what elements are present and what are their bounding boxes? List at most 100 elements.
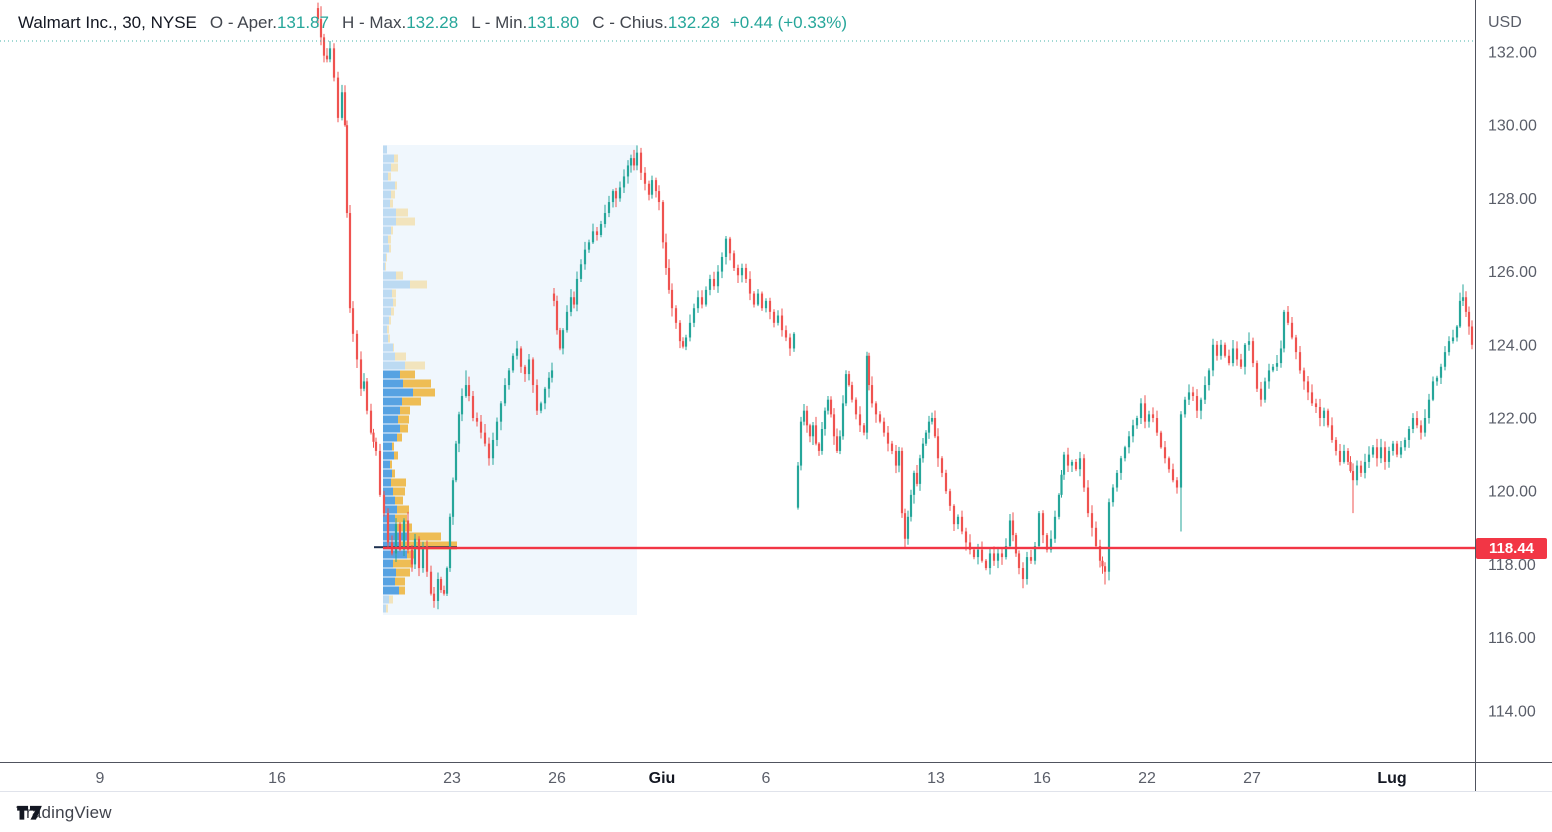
- candle-body: [1267, 370, 1271, 382]
- candle-body: [451, 480, 455, 517]
- profile-buy-row: [383, 289, 392, 298]
- candle-body: [374, 441, 378, 451]
- candle-body: [345, 125, 349, 214]
- candle-body: [369, 410, 373, 433]
- candle-body: [1151, 414, 1155, 418]
- candle-body: [1391, 443, 1395, 451]
- candle-body: [1062, 454, 1066, 475]
- candle-body: [1286, 311, 1290, 323]
- candle-body: [1431, 381, 1435, 400]
- price-tick-label: 124.00: [1488, 337, 1537, 354]
- volume-profile: [374, 145, 457, 613]
- candle-body: [760, 293, 764, 309]
- candle-body: [1379, 447, 1383, 459]
- candle-body: [362, 381, 366, 389]
- candle-body: [724, 238, 728, 257]
- candle-body: [764, 300, 768, 309]
- tradingview-logo[interactable]: TradingView: [16, 803, 112, 823]
- candle-body: [1074, 461, 1078, 470]
- time-tick-label: 16: [268, 770, 286, 787]
- candle-body: [1271, 366, 1275, 371]
- candle-body: [1037, 513, 1041, 547]
- candle-body: [1098, 546, 1102, 561]
- candle-body: [579, 264, 583, 279]
- candle-body: [394, 524, 398, 554]
- alert-price-line[interactable]: [383, 546, 1475, 550]
- candle-body: [1086, 487, 1090, 514]
- candle-body: [976, 549, 980, 558]
- profile-buy-row: [383, 469, 392, 478]
- profile-buy-row: [383, 496, 395, 505]
- profile-buy-row: [383, 604, 386, 613]
- candle-body: [343, 92, 347, 126]
- profile-sell-row: [395, 514, 407, 523]
- candle-body: [1290, 322, 1294, 338]
- symbol-title[interactable]: Walmart Inc., 30, NYSE: [18, 13, 197, 32]
- candle-body: [552, 293, 556, 301]
- profile-buy-row: [383, 334, 388, 343]
- profile-sell-row: [391, 163, 398, 172]
- candle-body: [611, 191, 615, 203]
- candle-body: [1330, 425, 1334, 440]
- profile-buy-row: [383, 379, 403, 388]
- profile-sell-row: [400, 541, 457, 550]
- candle-body: [555, 300, 559, 331]
- profile-sell-row: [392, 469, 395, 478]
- candle-body: [1011, 520, 1015, 536]
- profile-sell-row: [388, 235, 391, 244]
- profile-buy-row: [383, 406, 400, 415]
- profile-buy-row: [383, 208, 396, 217]
- candle-body: [491, 439, 495, 459]
- profile-sell-row: [385, 262, 386, 271]
- profile-buy-row: [383, 325, 387, 334]
- candle-body: [572, 297, 576, 305]
- candle-body: [511, 355, 515, 371]
- candle-body: [964, 531, 968, 543]
- close-value: 132.28: [667, 13, 720, 32]
- candle-body: [515, 348, 519, 356]
- candle-body: [340, 92, 344, 118]
- candle-body: [1107, 502, 1111, 572]
- candle-body: [867, 355, 871, 386]
- candle-body: [378, 450, 382, 495]
- time-tick-label: 23: [443, 770, 461, 787]
- currency-label: USD: [1488, 14, 1522, 31]
- candle-body: [940, 458, 944, 473]
- profile-sell-row: [388, 334, 390, 343]
- candle-body: [1302, 370, 1306, 382]
- close-label: C - Chius.: [592, 13, 668, 32]
- profile-sell-row: [394, 154, 398, 163]
- profile-sell-row: [389, 244, 391, 253]
- price-axis[interactable]: USD 132.00 130.00 128.00 126.00 124.00 122.00 1…: [1475, 0, 1538, 791]
- candle-body: [332, 48, 336, 78]
- profile-sell-row: [397, 505, 409, 514]
- time-tick-label: 22: [1138, 770, 1156, 787]
- candle-body: [436, 579, 440, 601]
- candle-body: [1183, 399, 1187, 415]
- candle-body: [1279, 348, 1283, 364]
- candle-body: [495, 421, 499, 440]
- candle-body: [1231, 348, 1235, 364]
- candle-body: [1461, 297, 1465, 301]
- candle-body: [792, 333, 796, 349]
- profile-sell-row: [396, 217, 415, 226]
- candle-body: [583, 249, 587, 265]
- candle-body: [894, 450, 898, 466]
- candle-body: [835, 436, 839, 451]
- candle-body: [732, 253, 736, 268]
- profile-buy-row: [383, 505, 397, 514]
- high-label: H - Max.: [341, 13, 407, 32]
- candle-body: [870, 385, 874, 404]
- candle-body: [968, 542, 972, 550]
- candle-body: [398, 524, 402, 550]
- price-tick-label: 122.00: [1488, 411, 1537, 428]
- candle-body: [1298, 352, 1302, 371]
- candle-body: [984, 560, 988, 569]
- candle-body: [487, 443, 491, 459]
- profile-buy-row: [383, 424, 400, 433]
- time-axis[interactable]: 9 16 23 26 Giu 6 13 16 22 27 Lug: [0, 762, 1552, 792]
- candle-body: [1282, 311, 1286, 349]
- candle-body: [1014, 535, 1018, 554]
- profile-sell-row: [403, 379, 431, 388]
